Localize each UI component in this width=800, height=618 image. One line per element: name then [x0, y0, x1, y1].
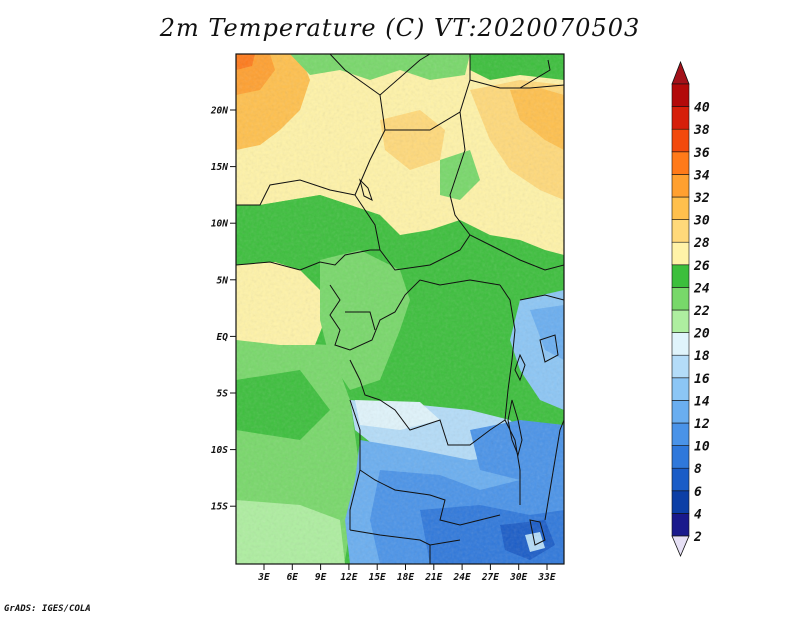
map-title: 2m Temperature (C) VT:2020070503 — [159, 14, 641, 42]
colorbar-swatch — [671, 445, 690, 469]
colorbar-level-label: 20 — [693, 327, 710, 342]
colorbar-swatch — [671, 219, 690, 243]
lon-tick-label: 15E — [369, 572, 386, 583]
colorbar-swatch — [671, 106, 690, 130]
colorbar-level-label: 4 — [694, 507, 702, 522]
colorbar-swatch — [671, 490, 690, 514]
colorbar-swatch — [671, 354, 690, 379]
colorbar-swatch — [671, 422, 690, 446]
colorbar-swatch — [671, 400, 690, 424]
colorbar-level-label: 18 — [694, 349, 710, 364]
lon-tick-label: 21E — [424, 572, 442, 583]
colorbar-swatch — [671, 287, 690, 311]
colorbar-swatch — [671, 83, 690, 107]
lakes — [359, 178, 559, 546]
lat-tick-label: 20N — [210, 106, 228, 117]
colorbar-swatch — [671, 377, 690, 401]
lon-tick-label: 9E — [315, 572, 327, 583]
map-frame — [235, 53, 565, 565]
colorbar-swatch — [671, 196, 690, 220]
country-borders — [236, 54, 564, 564]
lon-tick-label: 6E — [287, 572, 299, 583]
colorbar-high-arrow — [671, 60, 690, 85]
colorbar-level-label: 30 — [693, 214, 710, 229]
colorbar-swatch — [671, 332, 690, 356]
colorbar-swatch — [671, 309, 690, 333]
lon-tick-label: 33E — [537, 572, 555, 583]
colorbar-swatch — [671, 513, 690, 537]
colorbar-level-label: 24 — [693, 281, 710, 296]
colorbar-swatch — [671, 264, 690, 288]
temperature-field — [236, 54, 564, 564]
colorbar-swatch — [671, 467, 690, 492]
colorbar-level-label: 12 — [694, 417, 710, 432]
colorbar-level-label: 38 — [693, 123, 710, 138]
colorbar-level-label: 2 — [693, 530, 702, 545]
lat-tick-label: 5N — [217, 275, 229, 286]
lon-tick-label: 12E — [340, 572, 357, 583]
colorbar-level-label: 40 — [694, 101, 710, 116]
colorbar-level-label: 8 — [694, 462, 702, 477]
colorbar-level-label: 26 — [693, 259, 710, 274]
colorbar-level-label: 14 — [694, 394, 710, 409]
colorbar-swatch — [671, 128, 690, 153]
lat-tick-label: 15S — [211, 502, 228, 513]
lon-tick-label: 3E — [257, 572, 270, 583]
latitude-axis: 20N 15N 10N 5N EQ 5S 10S 15S — [210, 106, 236, 513]
lon-tick-label: 27E — [481, 572, 499, 583]
colorbar-level-label: 32 — [693, 191, 710, 206]
lon-tick-label: 24E — [453, 572, 471, 583]
colorbar-level-label: 36 — [693, 146, 710, 161]
longitude-axis: 3E 6E 9E 12E 15E 18E 21E 24E 27E 30E 33E — [257, 564, 556, 583]
lat-tick-label: 5S — [217, 389, 229, 400]
colorbar-level-label: 22 — [693, 304, 710, 319]
colorbar-level-label: 10 — [694, 440, 710, 455]
colorbar-level-label: 16 — [694, 372, 710, 387]
colorbar-level-label: 34 — [693, 168, 710, 183]
lon-tick-label: 30E — [509, 572, 527, 583]
colorbar-level-label: 28 — [693, 236, 710, 251]
lat-tick-label: 10S — [211, 445, 228, 456]
footer-credit: GrADS: IGES/COLA — [4, 604, 91, 614]
colorbar-level-label: 6 — [694, 485, 702, 500]
lon-tick-label: 18E — [397, 572, 414, 583]
colorbar-swatch — [671, 241, 690, 266]
colorbar-swatch — [671, 151, 690, 175]
lat-tick-label: 15N — [211, 162, 228, 173]
lat-tick-label: 10N — [211, 219, 228, 230]
lat-tick-label: EQ — [217, 332, 229, 343]
colorbar-swatch — [671, 174, 690, 198]
colorbar-low-arrow — [671, 535, 690, 558]
